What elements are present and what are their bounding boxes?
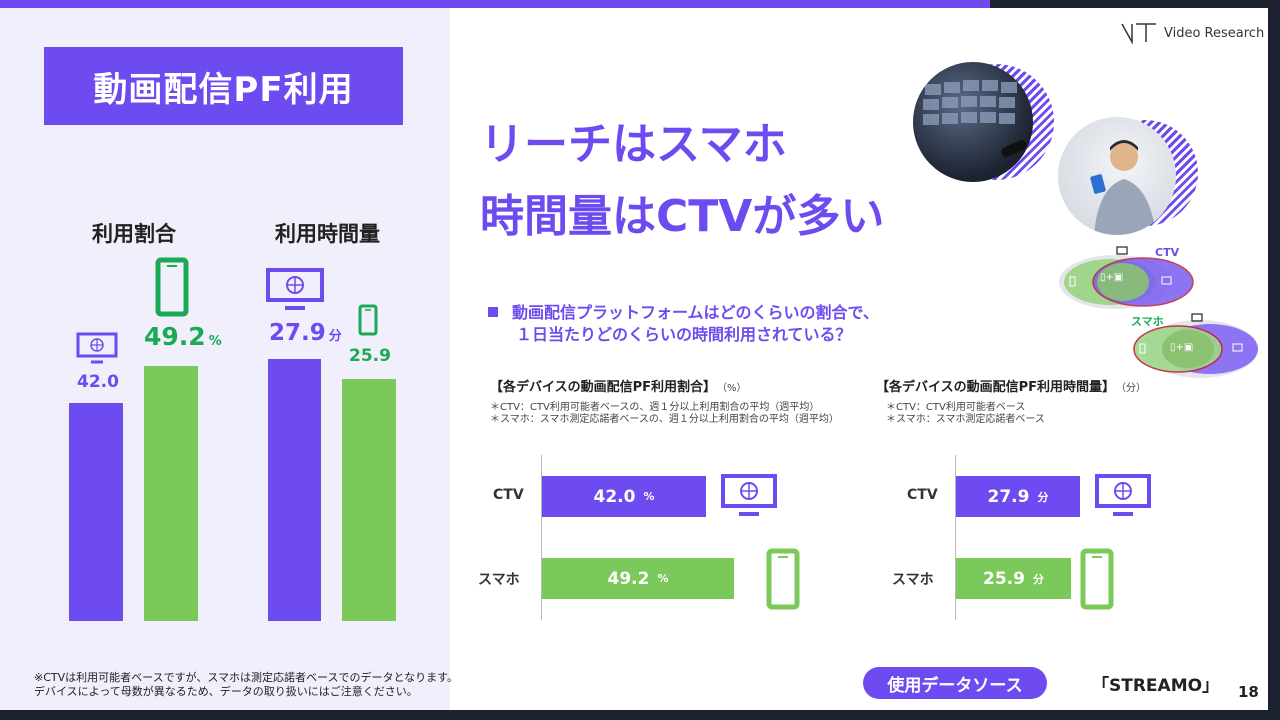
person-photo: [1058, 117, 1176, 235]
time-chart-notes: ＊CTV：CTV利用可能者ベース ＊スマホ：スマホ測定応諾者ベース: [886, 402, 1045, 426]
rate-chart-note-1: ＊CTV：CTV利用可能者ベースの、週１分以上利用割合の平均（週平均）: [490, 402, 820, 413]
rate-chart-value-ctv: 42.0: [593, 486, 636, 507]
question-line-2: １日当たりどのくらいの時間利用されている？: [516, 325, 852, 344]
tv-icon: [76, 332, 118, 364]
smartphone-rate-bar: [144, 366, 198, 621]
ctv-minutes-unit: 分: [328, 329, 342, 344]
bullet-square-icon: [488, 307, 498, 317]
time-chart-title: 【各デバイスの動画配信PF利用時間量】 （分）: [876, 376, 1146, 395]
smartphone-rate-value: 49.2: [144, 322, 206, 351]
video-thumbnails-icon: [923, 80, 1027, 158]
slide-title: 動画配信PF利用: [44, 47, 403, 125]
smartphone-rate-unit: %: [208, 334, 222, 349]
time-chart-unit-smartphone: 分: [1032, 572, 1044, 586]
smartphone-minutes-label: 25.9: [349, 346, 391, 366]
usage-rate-title: 利用割合: [92, 222, 176, 246]
top-accent-bar: [0, 0, 1000, 8]
data-source-name: 「STREAMO」: [1092, 676, 1220, 696]
smartphone-venn-icon: [1133, 313, 1258, 378]
time-chart-tv-icon: [1095, 474, 1151, 516]
time-chart-category-smartphone: スマホ: [892, 572, 934, 588]
rate-chart-note-2: ＊スマホ：スマホ測定応諾者ベースの、週１分以上利用割合の平均（週平均）: [490, 414, 839, 425]
rate-chart-notes: ＊CTV：CTV利用可能者ベースの、週１分以上利用割合の平均（週平均） ＊スマホ…: [490, 402, 839, 426]
time-chart-bar-ctv: 27.9 分: [956, 476, 1080, 517]
venn-ctv-label: CTV: [1155, 246, 1180, 259]
person-with-phone-icon: [1090, 140, 1156, 235]
smartphone-icon-small: [358, 304, 378, 336]
rate-chart-title-text: 【各デバイスの動画配信PF利用割合】: [490, 380, 717, 395]
rate-chart-axis: [541, 455, 542, 620]
smartphone-rate-label: 49.2%: [144, 322, 222, 351]
time-chart-unit-ctv: 分: [1037, 490, 1049, 504]
company-logo: Video Research: [1120, 22, 1264, 44]
rate-chart-category-ctv: CTV: [493, 487, 524, 503]
smartphone-minutes-bar: [342, 379, 396, 621]
footnote-line-1: ※CTVは利用可能者ベースですが、スマホは測定応諾者ベースでのデータとなります。: [34, 671, 459, 684]
time-chart-title-text: 【各デバイスの動画配信PF利用時間量】: [876, 380, 1116, 395]
top-dark-bar: [990, 0, 1280, 8]
ctv-minutes-label: 27.9 分: [269, 320, 342, 346]
rate-chart-bar-ctv: 42.0%: [542, 476, 706, 517]
time-chart-bar-smartphone: 25.9 分: [956, 558, 1071, 599]
ctv-minutes-value: 27.9: [269, 320, 326, 346]
ctv-rate-label: 42.0: [77, 372, 119, 392]
headline-line-1: リーチはスマホ: [480, 119, 787, 170]
data-source-button[interactable]: 使用データソース: [863, 667, 1047, 699]
rate-chart-unit-ctv: %: [643, 490, 655, 503]
question-text: 動画配信プラットフォームはどのくらいの割合で、 １日当たりどのくらいの時間利用さ…: [488, 302, 879, 346]
headline-line-2: 時間量はCTVが多い: [480, 191, 885, 242]
rate-chart-unit: （%）: [722, 383, 747, 394]
ctv-rate-bar: [69, 403, 123, 621]
time-chart-smartphone-icon: [1080, 548, 1114, 610]
question-line-1: 動画配信プラットフォームはどのくらいの割合で、: [512, 303, 879, 322]
time-chart-axis: [955, 455, 956, 620]
venn-smartphone-label: スマホ: [1131, 315, 1164, 328]
ctv-venn-icon: [1059, 246, 1194, 309]
rate-chart-smartphone-icon: [766, 548, 800, 610]
rate-chart-bar-smartphone: 49.2%: [542, 558, 734, 599]
ctv-minutes-bar: [268, 359, 321, 621]
time-chart-value-ctv: 27.9: [987, 486, 1030, 507]
logo-mark-icon: [1121, 23, 1156, 44]
logo-text: Video Research: [1164, 25, 1265, 41]
rate-chart-category-smartphone: スマホ: [478, 572, 520, 588]
rate-chart-tv-icon: [721, 474, 777, 516]
rate-chart-value-smartphone: 49.2: [607, 568, 650, 589]
rate-chart-title: 【各デバイスの動画配信PF利用割合】 （%）: [490, 376, 747, 395]
venn-overlap-label-2: ▯+▣: [1170, 342, 1194, 353]
time-chart-value-smartphone: 25.9: [983, 568, 1025, 589]
tv-icon-large: [266, 268, 324, 310]
footnote: ※CTVは利用可能者ベースですが、スマホは測定応諾者ベースでのデータとなります。…: [34, 671, 458, 699]
bottom-edge-bar: [0, 710, 1280, 720]
time-chart-note-2: ＊スマホ：スマホ測定応諾者ベース: [886, 414, 1045, 425]
right-edge-bar: [1268, 0, 1280, 720]
footnote-line-2: デバイスによって母数が異なるため、データの取り扱いにはご注意ください。: [34, 685, 418, 698]
time-chart-note-1: ＊CTV：CTV利用可能者ベース: [886, 402, 1026, 413]
page-number: 18: [1238, 683, 1259, 701]
time-chart-category-ctv: CTV: [907, 487, 938, 503]
tv-wall-photo: [913, 62, 1033, 182]
time-chart-unit: （分）: [1121, 383, 1147, 394]
usage-time-title: 利用時間量: [275, 222, 380, 246]
rate-chart-unit-smartphone: %: [657, 572, 669, 585]
smartphone-icon: [155, 257, 189, 317]
venn-overlap-label-1: ▯+▣: [1100, 272, 1124, 283]
